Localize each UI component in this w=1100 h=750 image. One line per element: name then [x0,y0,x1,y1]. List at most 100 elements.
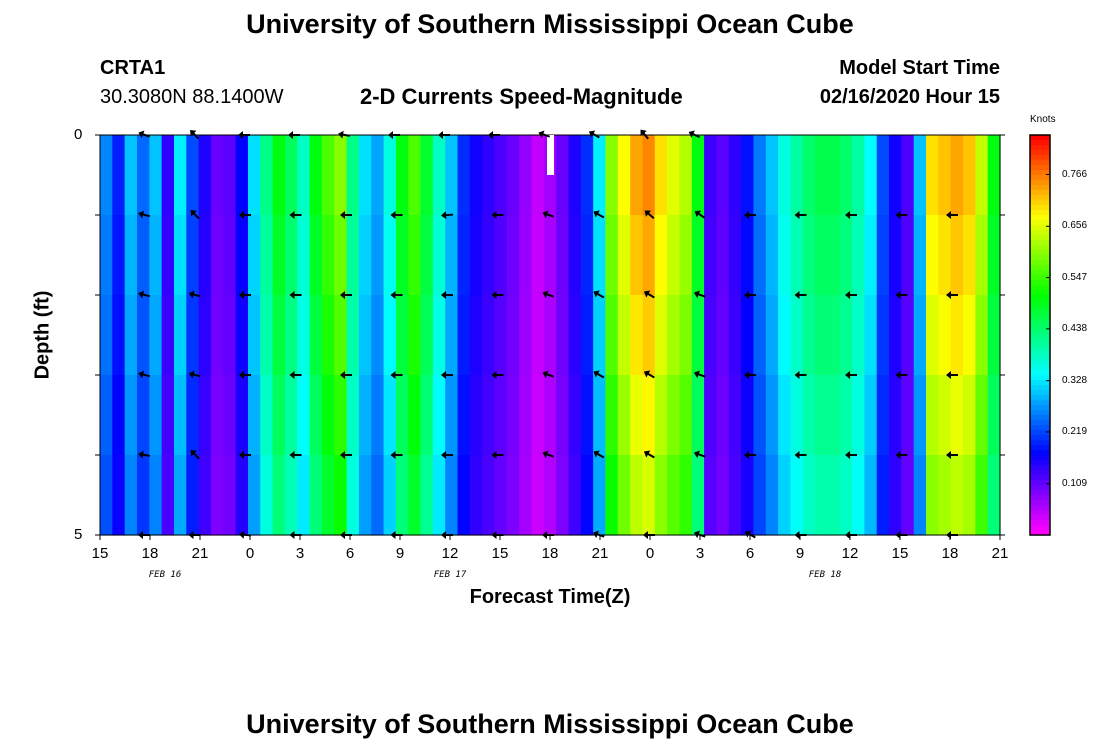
heatmap-cell [827,215,841,296]
heatmap-cell [112,375,126,456]
heatmap-cell [889,135,902,216]
colorbar-band [1030,250,1050,256]
heatmap-cell [716,455,730,536]
heatmap-cell [457,375,471,456]
current-arrow [794,211,807,219]
colorbar-band [1030,445,1050,451]
current-arrow [643,531,655,539]
x-tick-label: 21 [591,545,609,562]
heatmap-cell [186,135,200,216]
x-tick-label: 3 [695,545,705,562]
heatmap-cell [852,375,865,456]
current-arrow [693,530,706,539]
heatmap-cell [580,375,594,456]
heatmap-cell [136,455,150,536]
current-arrow [138,210,151,219]
heatmap-cell [297,295,311,376]
heatmap-cell [112,135,126,216]
heatmap-cell [260,135,274,216]
heatmap-cell [913,135,927,216]
colorbar-band [1030,180,1050,186]
colorbar-band [1030,260,1050,266]
colorbar-band [1030,140,1050,146]
colorbar-band [1030,285,1050,291]
heatmap-cell [704,135,718,216]
heatmap-cell [506,215,520,296]
date-label: FEB 18 [808,570,842,580]
current-arrow [592,530,605,539]
heatmap-cell [124,375,138,456]
heatmap-cell [284,375,298,456]
heatmap-cell [420,135,434,216]
colorbar-band [1030,325,1050,331]
heatmap-cell [802,375,816,456]
heatmap-cell [901,135,915,216]
heatmap-cell [383,375,397,456]
heatmap-cell [617,375,631,456]
colorbar-band [1030,505,1050,511]
colorbar-band [1030,165,1050,171]
heatmap-cell [753,135,767,216]
heatmap-cell [124,295,138,376]
heatmap-cell [445,455,459,536]
heatmap-cell [309,295,323,376]
heatmap-cell [334,295,348,376]
heatmap-cell [247,215,261,296]
current-arrow [491,211,504,219]
heatmap-cell [260,455,274,536]
x-tick-label: 12 [841,545,859,562]
heatmap-cell [667,375,681,456]
colorbar-band [1030,360,1050,366]
heatmap-cell [901,215,915,296]
heatmap-cell [136,135,150,216]
heatmap-cell [124,135,138,216]
current-arrow [491,371,504,379]
heatmap-cell [297,215,311,296]
heatmap-cell [630,375,644,456]
heatmap-cell [531,375,545,456]
heatmap-cell [198,135,212,216]
colorbar-band [1030,430,1050,436]
heatmap-cell [987,295,1001,376]
heatmap-cell [790,375,804,456]
heatmap-cell [432,135,446,216]
heatmap-cell [889,215,902,296]
heatmap-cell [543,215,557,296]
colorbar-band [1030,490,1050,496]
current-arrow [491,531,504,539]
x-tick-label: 15 [91,545,109,562]
heatmap-cell [272,295,286,376]
heatmap-cell [395,455,409,536]
heatmap-cell [679,375,693,456]
heatmap-cell [593,455,607,536]
heatmap-cell [987,455,1001,536]
heatmap-cell [531,455,545,536]
colorbar-band [1030,395,1050,401]
heatmap-cell [297,375,311,456]
colorbar-band [1030,310,1050,316]
heatmap-cell [186,455,200,536]
station-coordinates: 30.3080N 88.1400W [100,86,284,108]
heatmap-cell [667,135,681,216]
heatmap-cell [235,375,249,456]
heatmap-cell [136,295,150,376]
heatmap-cell [901,375,915,456]
heatmap-cell [913,215,927,296]
current-arrow [441,291,453,299]
colorbar-band [1030,515,1050,521]
heatmap-cell [716,295,730,376]
heatmap-cell [519,375,533,456]
heatmap-cell [839,215,853,296]
heatmap-cell [889,455,902,536]
current-arrow [340,531,352,539]
heatmap-cell [358,455,372,536]
x-tick-label: 21 [991,545,1009,562]
heatmap-cell [716,135,730,216]
heatmap-cell [334,135,348,216]
colorbar-band [1030,235,1050,241]
heatmap-cell [950,135,964,216]
heatmap-cell [728,135,742,216]
y-tick-label: 0 [74,126,83,143]
colorbar-band [1030,485,1050,491]
colorbar-band [1030,465,1050,471]
